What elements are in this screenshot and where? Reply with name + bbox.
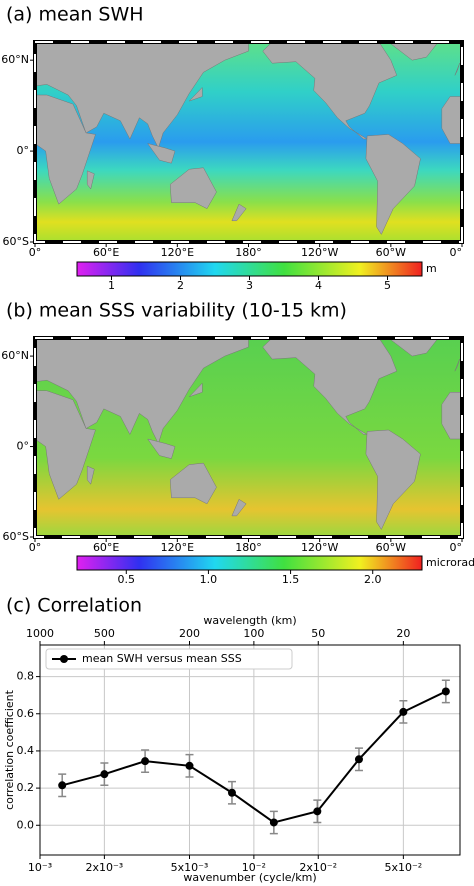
- colorbar-unit: microradian: [426, 556, 474, 569]
- frame-dash: [34, 41, 463, 243]
- marker: [269, 818, 278, 827]
- land: [231, 203, 247, 222]
- frame-dash: [34, 337, 463, 538]
- marker: [399, 707, 408, 716]
- y-tick-label: 0.2: [17, 781, 35, 794]
- y-tick-label: 0°: [17, 144, 30, 157]
- x-tick-label: 180°: [235, 246, 262, 259]
- colorbar-tick-label: 2.0: [364, 573, 382, 586]
- land: [169, 167, 217, 209]
- x-label: wavenumber (cycle/km): [183, 871, 316, 884]
- land: [34, 94, 96, 205]
- y-tick-label: 60°N: [1, 53, 29, 66]
- x2-tick-label: 200: [179, 627, 200, 640]
- colorbar-tick-label: 5: [384, 279, 391, 292]
- colorbar-tick-label: 2: [177, 279, 184, 292]
- x-tick-label: 0°: [450, 541, 463, 554]
- x-tick-label: 10⁻²: [242, 861, 266, 874]
- x-tick-label: 60°E: [93, 541, 119, 554]
- colorbar-tick-label: 0.5: [118, 573, 136, 586]
- colorbar-tick-label: 1: [108, 279, 115, 292]
- land: [147, 438, 176, 459]
- x2-tick-label: 500: [94, 627, 115, 640]
- x-tick-label: 60°W: [376, 541, 406, 554]
- colorbar: [76, 555, 423, 571]
- x2-tick-label: 100: [243, 627, 264, 640]
- y-tick-label: 60°S: [3, 235, 29, 248]
- plot-frame: [39, 644, 461, 856]
- colorbar-unit: m: [426, 262, 437, 275]
- x-tick-label: 60°E: [93, 246, 119, 259]
- marker: [354, 755, 363, 764]
- legend-marker: [60, 655, 68, 663]
- marker: [227, 788, 236, 797]
- y-tick-label: 0.4: [17, 744, 35, 757]
- x2-tick-label: 20: [396, 627, 410, 640]
- colorbar-tick-label: 4: [315, 279, 322, 292]
- land: [147, 143, 176, 164]
- x-tick-label: 0°: [450, 246, 463, 259]
- y-tick-label: 0.8: [17, 670, 35, 683]
- land: [34, 337, 249, 445]
- x-tick-label: 120°W: [301, 541, 338, 554]
- x-tick-label: 60°W: [376, 246, 406, 259]
- y-tick-label: 60°N: [1, 349, 29, 362]
- x-tick-label: 120°W: [301, 246, 338, 259]
- land: [365, 429, 421, 530]
- marker: [58, 781, 67, 790]
- marker: [100, 770, 109, 779]
- panel-title: (a) mean SWH: [6, 4, 144, 26]
- land: [454, 63, 460, 76]
- land: [34, 390, 96, 500]
- land: [34, 41, 249, 149]
- land: [169, 462, 217, 505]
- colorbar: [76, 261, 423, 277]
- x2-tick-label: 1000: [26, 627, 54, 640]
- x-tick-label: 0°: [29, 246, 42, 259]
- panel-title: (c) Correlation: [6, 595, 142, 617]
- x-tick-label: 180°: [235, 541, 262, 554]
- x-tick-label: 5x10⁻³: [171, 861, 209, 874]
- x-tick-label: 10⁻³: [28, 861, 52, 874]
- x-tick-label: 120°E: [161, 541, 194, 554]
- colorbar-tick-label: 3: [246, 279, 253, 292]
- land: [189, 382, 203, 398]
- panel-title: (b) mean SSS variability (10-15 km): [6, 300, 347, 322]
- x-tick-label: 2x10⁻²: [299, 861, 337, 874]
- x-tick-label: 2x10⁻³: [86, 861, 124, 874]
- land: [454, 359, 460, 372]
- marker: [185, 761, 194, 770]
- marker: [441, 687, 450, 696]
- y-tick-label: 0°: [17, 440, 30, 453]
- y-label: correlation coefficient: [3, 689, 16, 810]
- x-tick-label: 5x10⁻²: [384, 861, 422, 874]
- x2-tick-label: 50: [311, 627, 325, 640]
- line: [61, 690, 447, 824]
- legend-label: mean SWH versus mean SSS: [82, 652, 242, 665]
- y-tick-label: 60°S: [3, 530, 29, 543]
- legend-box: [45, 648, 293, 670]
- marker: [141, 757, 150, 766]
- colorbar-tick-label: 1.5: [282, 573, 300, 586]
- y-tick-label: 0.0: [17, 818, 35, 831]
- colorbar-tick-label: 1.0: [200, 573, 218, 586]
- x-tick-label: 0°: [29, 541, 42, 554]
- land: [86, 170, 95, 190]
- y-tick-label: 0.6: [17, 707, 35, 720]
- x-tick-label: 120°E: [161, 246, 194, 259]
- land: [262, 41, 398, 140]
- x2-label: wavelength (km): [203, 614, 296, 627]
- marker: [313, 807, 322, 816]
- land: [365, 134, 421, 235]
- land: [262, 337, 398, 435]
- land: [86, 465, 95, 485]
- land: [231, 498, 247, 517]
- land: [189, 86, 203, 102]
